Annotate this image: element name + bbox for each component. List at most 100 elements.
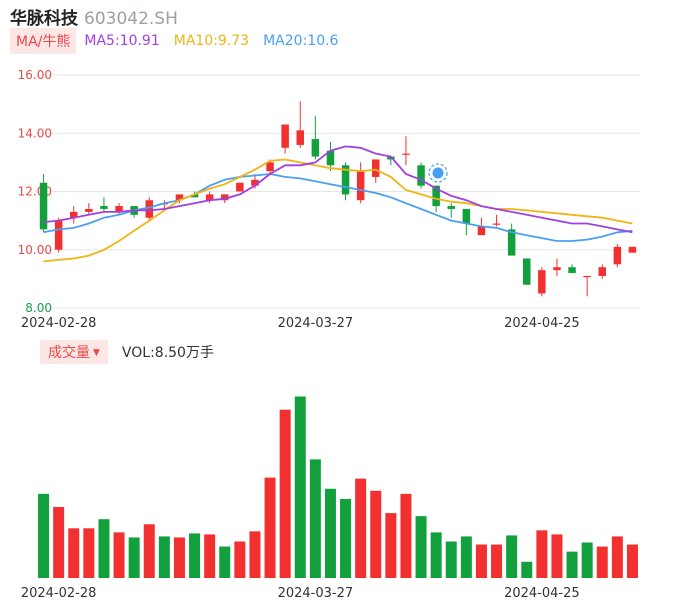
volume-bar	[324, 488, 336, 578]
x-tick-label: 2024-03-27	[278, 586, 354, 601]
volume-bar	[596, 546, 608, 578]
volume-bar	[38, 493, 50, 578]
volume-bar	[506, 535, 518, 578]
volume-bar	[340, 498, 352, 578]
candle	[326, 141, 335, 172]
volume-bar	[370, 490, 382, 578]
volume-bar	[234, 541, 246, 578]
volume-bar	[581, 542, 593, 578]
candle	[523, 258, 531, 285]
volume-bar	[128, 537, 140, 578]
candle-body	[221, 194, 229, 201]
volume-bar	[219, 546, 231, 578]
candle	[205, 191, 214, 204]
volume-bar	[309, 459, 321, 578]
candle-body	[477, 226, 486, 236]
candle	[402, 136, 410, 166]
candle-body	[311, 139, 320, 157]
volume-legend: 成交量 ▼ VOL:8.50万手	[40, 340, 214, 364]
candle	[39, 174, 48, 233]
candle	[553, 258, 561, 276]
candle-body	[613, 246, 622, 265]
candle	[613, 243, 622, 268]
candle	[356, 162, 365, 204]
candle-body	[54, 220, 63, 250]
candle	[568, 264, 576, 274]
candlestick-series	[39, 101, 637, 297]
volume-bar	[400, 493, 412, 578]
candle	[462, 208, 471, 236]
candle	[417, 162, 425, 189]
candle-body	[432, 185, 440, 207]
ma5-label: MA5:10.91	[84, 33, 160, 49]
candle-body	[568, 267, 576, 274]
candle-body	[492, 223, 501, 225]
volume-indicator-tab[interactable]: 成交量 ▼	[40, 340, 108, 364]
volume-bar	[566, 551, 578, 578]
volume-bar	[204, 534, 216, 578]
volume-bar	[53, 507, 65, 578]
volume-bar	[445, 541, 457, 578]
candle	[100, 197, 108, 212]
candle	[175, 194, 184, 204]
ma-legend: MA/牛熊 MA5:10.91 MA10:9.73 MA20:10.6	[10, 28, 338, 54]
volume-bar	[264, 477, 276, 578]
candle-body	[523, 258, 531, 285]
info-badge-icon	[428, 163, 448, 183]
volume-bar	[536, 530, 548, 578]
volume-bar	[279, 409, 291, 578]
candle-body	[39, 182, 48, 230]
volume-tab-label: 成交量	[48, 345, 90, 361]
candle	[236, 182, 244, 192]
ma5-line	[43, 145, 633, 234]
x-tick-label: 2024-04-25	[504, 316, 580, 331]
candle	[281, 124, 289, 154]
candle-body	[85, 208, 93, 212]
volume-bar	[68, 528, 80, 578]
volume-bar	[294, 396, 306, 578]
y-tick-label: 10.00	[18, 243, 52, 257]
candle-body	[538, 270, 546, 294]
candle	[628, 246, 637, 253]
x-tick-label: 2024-02-28	[21, 316, 97, 331]
candle	[372, 159, 380, 183]
candle-body	[145, 200, 153, 218]
candle-body	[553, 267, 561, 271]
candle-body	[326, 150, 335, 166]
ma20-label: MA20:10.6	[263, 33, 339, 49]
candle-body	[462, 208, 471, 224]
ma-indicator-tab[interactable]: MA/牛熊	[10, 28, 77, 54]
volume-bar	[143, 524, 155, 578]
volume-bar	[430, 532, 442, 578]
volume-x-axis: 2024-02-28 2024-03-27 2024-04-25	[21, 586, 580, 601]
candle-body	[598, 267, 606, 276]
volume-bar	[521, 561, 533, 578]
ma20-line	[43, 173, 633, 242]
volume-bar	[626, 544, 638, 578]
candle-body	[281, 124, 289, 148]
volume-bars	[38, 396, 638, 578]
volume-bar	[249, 531, 261, 578]
caret-down-icon: ▼	[93, 348, 100, 358]
candle	[507, 223, 516, 256]
y-tick-label: 14.00	[18, 126, 52, 140]
y-tick-label: 8.00	[25, 301, 52, 315]
candle	[447, 203, 455, 218]
candle	[54, 217, 63, 253]
y-tick-label: 16.00	[18, 68, 52, 82]
price-x-axis: 2024-02-28 2024-03-27 2024-04-25	[21, 316, 580, 331]
candle	[145, 197, 153, 221]
volume-bar	[460, 536, 472, 578]
volume-bar	[189, 533, 201, 578]
candle-body	[175, 194, 184, 201]
candle-body	[417, 165, 425, 186]
volume-bar	[355, 478, 367, 578]
candle-body	[236, 182, 244, 192]
volume-bar	[385, 513, 397, 578]
volume-bar	[83, 528, 95, 578]
volume-bar	[415, 516, 427, 578]
candle	[115, 203, 123, 215]
candle	[583, 275, 591, 297]
stock-name: 华脉科技	[10, 9, 78, 29]
